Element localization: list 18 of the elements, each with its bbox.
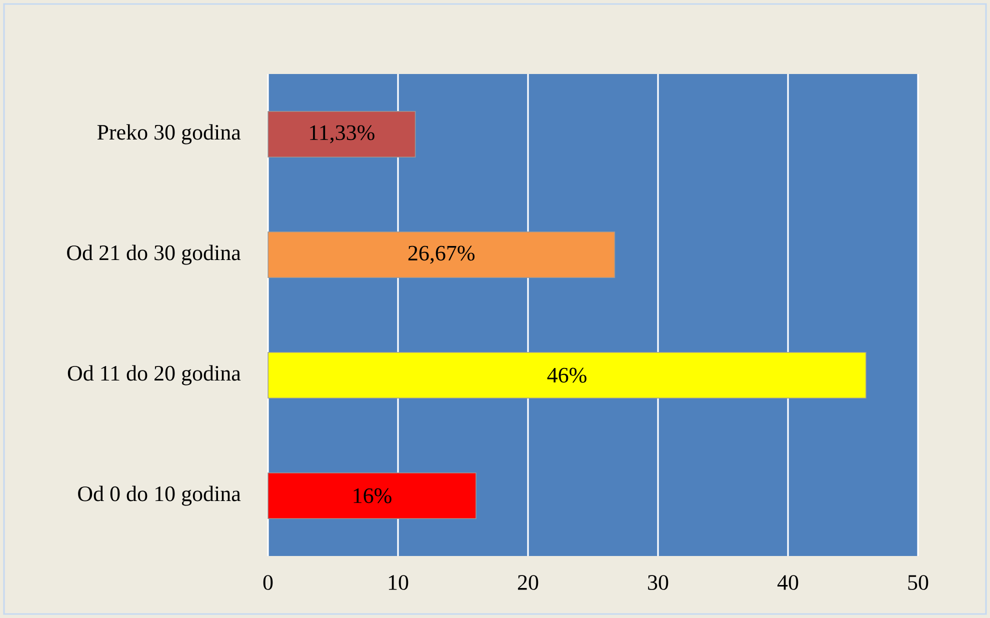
x-tick-label: 50 (908, 575, 928, 590)
y-tick-label: Od 21 do 30 godina (67, 244, 241, 265)
bar (268, 472, 476, 520)
x-tick-label: 30 (648, 575, 668, 590)
bar (268, 110, 416, 158)
y-tick-label: Od 0 do 10 godina (78, 486, 241, 506)
data-label: 46% (547, 368, 586, 383)
bar (268, 352, 866, 399)
x-tick-label: 0 (263, 575, 273, 590)
y-tick-label: Od 11 do 20 godina (68, 365, 241, 386)
data-label: 11,33% (310, 125, 374, 144)
bar (268, 231, 616, 278)
x-tick-label: 10 (388, 575, 408, 590)
y-tick-label: Preko 30 godina (97, 124, 241, 144)
data-label: 16% (354, 488, 392, 504)
x-tick-label: 20 (518, 575, 538, 590)
x-tick-label: 40 (777, 575, 798, 590)
data-label: 26,67% (408, 246, 475, 264)
